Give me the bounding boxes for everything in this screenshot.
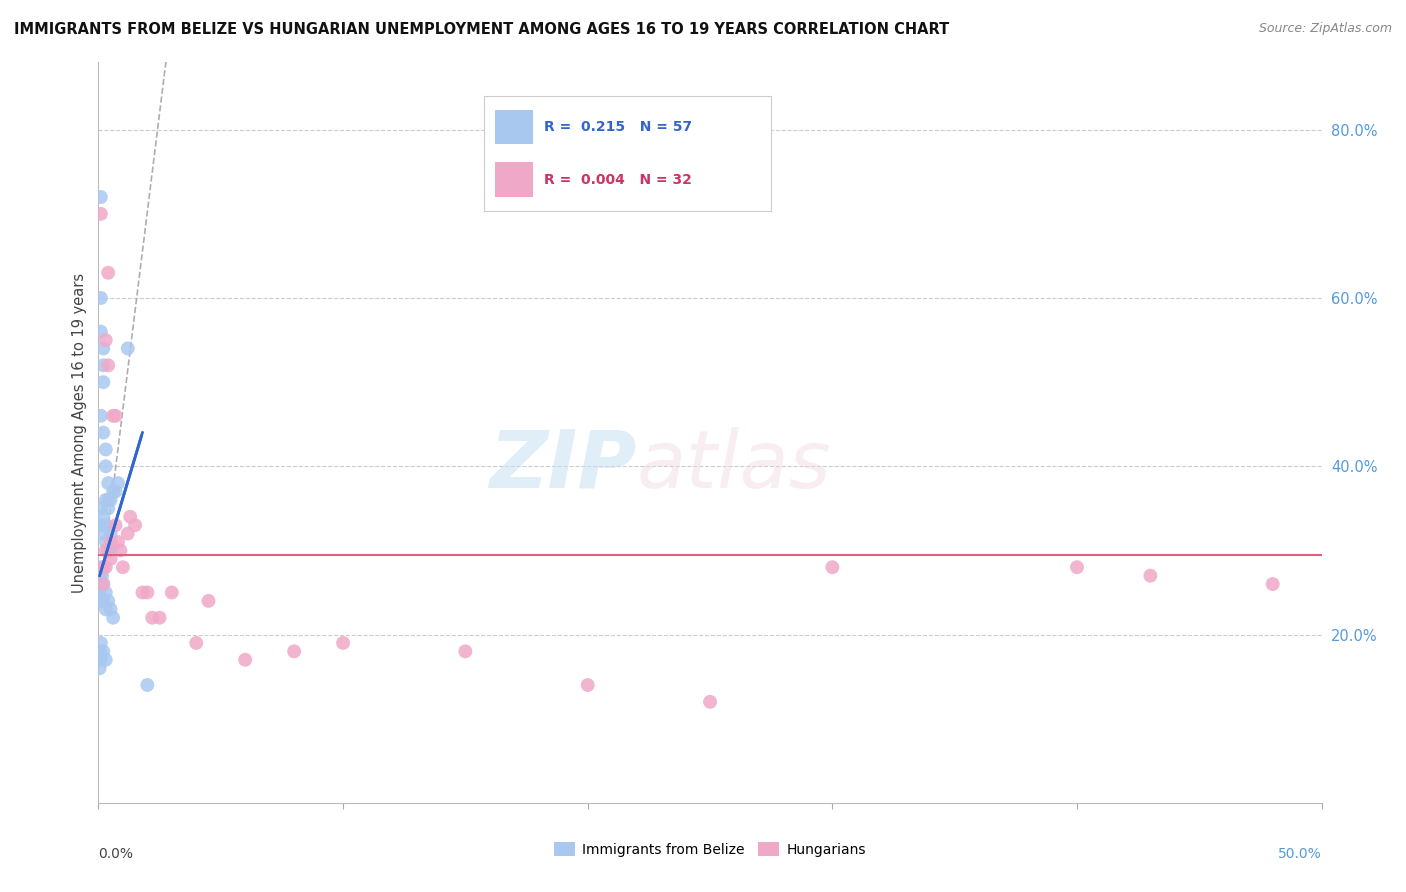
Point <box>89 585 111 599</box>
Point <box>91 359 114 373</box>
Point <box>101 409 124 423</box>
Point <box>283 644 305 658</box>
Point <box>160 585 183 599</box>
Point <box>91 594 114 608</box>
Point <box>111 560 134 574</box>
Point <box>90 501 112 516</box>
Point <box>94 492 117 507</box>
Point <box>576 678 599 692</box>
Point <box>104 484 127 499</box>
Point <box>120 509 142 524</box>
Point <box>97 492 120 507</box>
Point <box>89 644 111 658</box>
Point <box>97 359 120 373</box>
Text: atlas: atlas <box>637 427 831 505</box>
Point <box>91 375 114 389</box>
Point <box>117 526 139 541</box>
Point <box>90 325 112 339</box>
Point <box>90 594 112 608</box>
Point <box>91 568 114 582</box>
Point <box>101 610 124 624</box>
Point <box>91 342 114 356</box>
Point <box>90 653 112 667</box>
Point <box>97 543 120 558</box>
Point <box>454 644 477 658</box>
Text: ZIP: ZIP <box>489 427 637 505</box>
Point <box>90 560 112 574</box>
Point <box>90 409 112 423</box>
Point <box>94 653 117 667</box>
Point <box>97 266 120 280</box>
Point <box>1261 577 1284 591</box>
Point <box>90 577 112 591</box>
Point <box>197 594 219 608</box>
Point <box>94 459 117 474</box>
Point <box>186 636 208 650</box>
Point <box>94 560 117 574</box>
Text: 50.0%: 50.0% <box>1278 847 1322 861</box>
Point <box>89 568 111 582</box>
Point <box>91 425 114 440</box>
Point <box>91 577 114 591</box>
Point <box>101 484 124 499</box>
Point <box>110 543 132 558</box>
Point <box>141 610 163 624</box>
Point <box>124 518 146 533</box>
Point <box>91 644 114 658</box>
Point <box>90 518 112 533</box>
Point <box>136 585 159 599</box>
Point <box>117 342 139 356</box>
Point <box>100 526 122 541</box>
Point <box>149 610 172 624</box>
Point <box>90 636 112 650</box>
Point <box>1066 560 1088 574</box>
Text: Source: ZipAtlas.com: Source: ZipAtlas.com <box>1258 22 1392 36</box>
Point <box>94 585 117 599</box>
Point <box>90 207 112 221</box>
Point <box>107 476 129 491</box>
Y-axis label: Unemployment Among Ages 16 to 19 years: Unemployment Among Ages 16 to 19 years <box>72 273 87 592</box>
Point <box>90 190 112 204</box>
Point <box>97 594 120 608</box>
Text: IMMIGRANTS FROM BELIZE VS HUNGARIAN UNEMPLOYMENT AMONG AGES 16 TO 19 YEARS CORRE: IMMIGRANTS FROM BELIZE VS HUNGARIAN UNEM… <box>14 22 949 37</box>
Point <box>91 526 114 541</box>
Point <box>131 585 153 599</box>
Point <box>91 509 114 524</box>
Point <box>94 518 117 533</box>
Point <box>100 492 122 507</box>
Point <box>332 636 354 650</box>
Point <box>136 678 159 692</box>
Text: 0.0%: 0.0% <box>98 847 134 861</box>
Point <box>104 409 127 423</box>
Point <box>91 577 114 591</box>
Point <box>94 333 117 347</box>
Point <box>97 476 120 491</box>
Point <box>100 551 122 566</box>
Point <box>1139 568 1161 582</box>
Point <box>90 291 112 305</box>
Point <box>100 535 122 549</box>
Point <box>94 602 117 616</box>
Point <box>821 560 844 574</box>
Point <box>100 543 122 558</box>
Point <box>94 442 117 457</box>
Point <box>91 560 114 574</box>
Point <box>699 695 721 709</box>
Point <box>94 543 117 558</box>
Legend: Immigrants from Belize, Hungarians: Immigrants from Belize, Hungarians <box>548 837 872 863</box>
Point <box>107 535 129 549</box>
Point <box>89 661 111 675</box>
Point <box>97 501 120 516</box>
Point <box>100 602 122 616</box>
Point <box>94 535 117 549</box>
Point <box>104 518 127 533</box>
Point <box>233 653 256 667</box>
